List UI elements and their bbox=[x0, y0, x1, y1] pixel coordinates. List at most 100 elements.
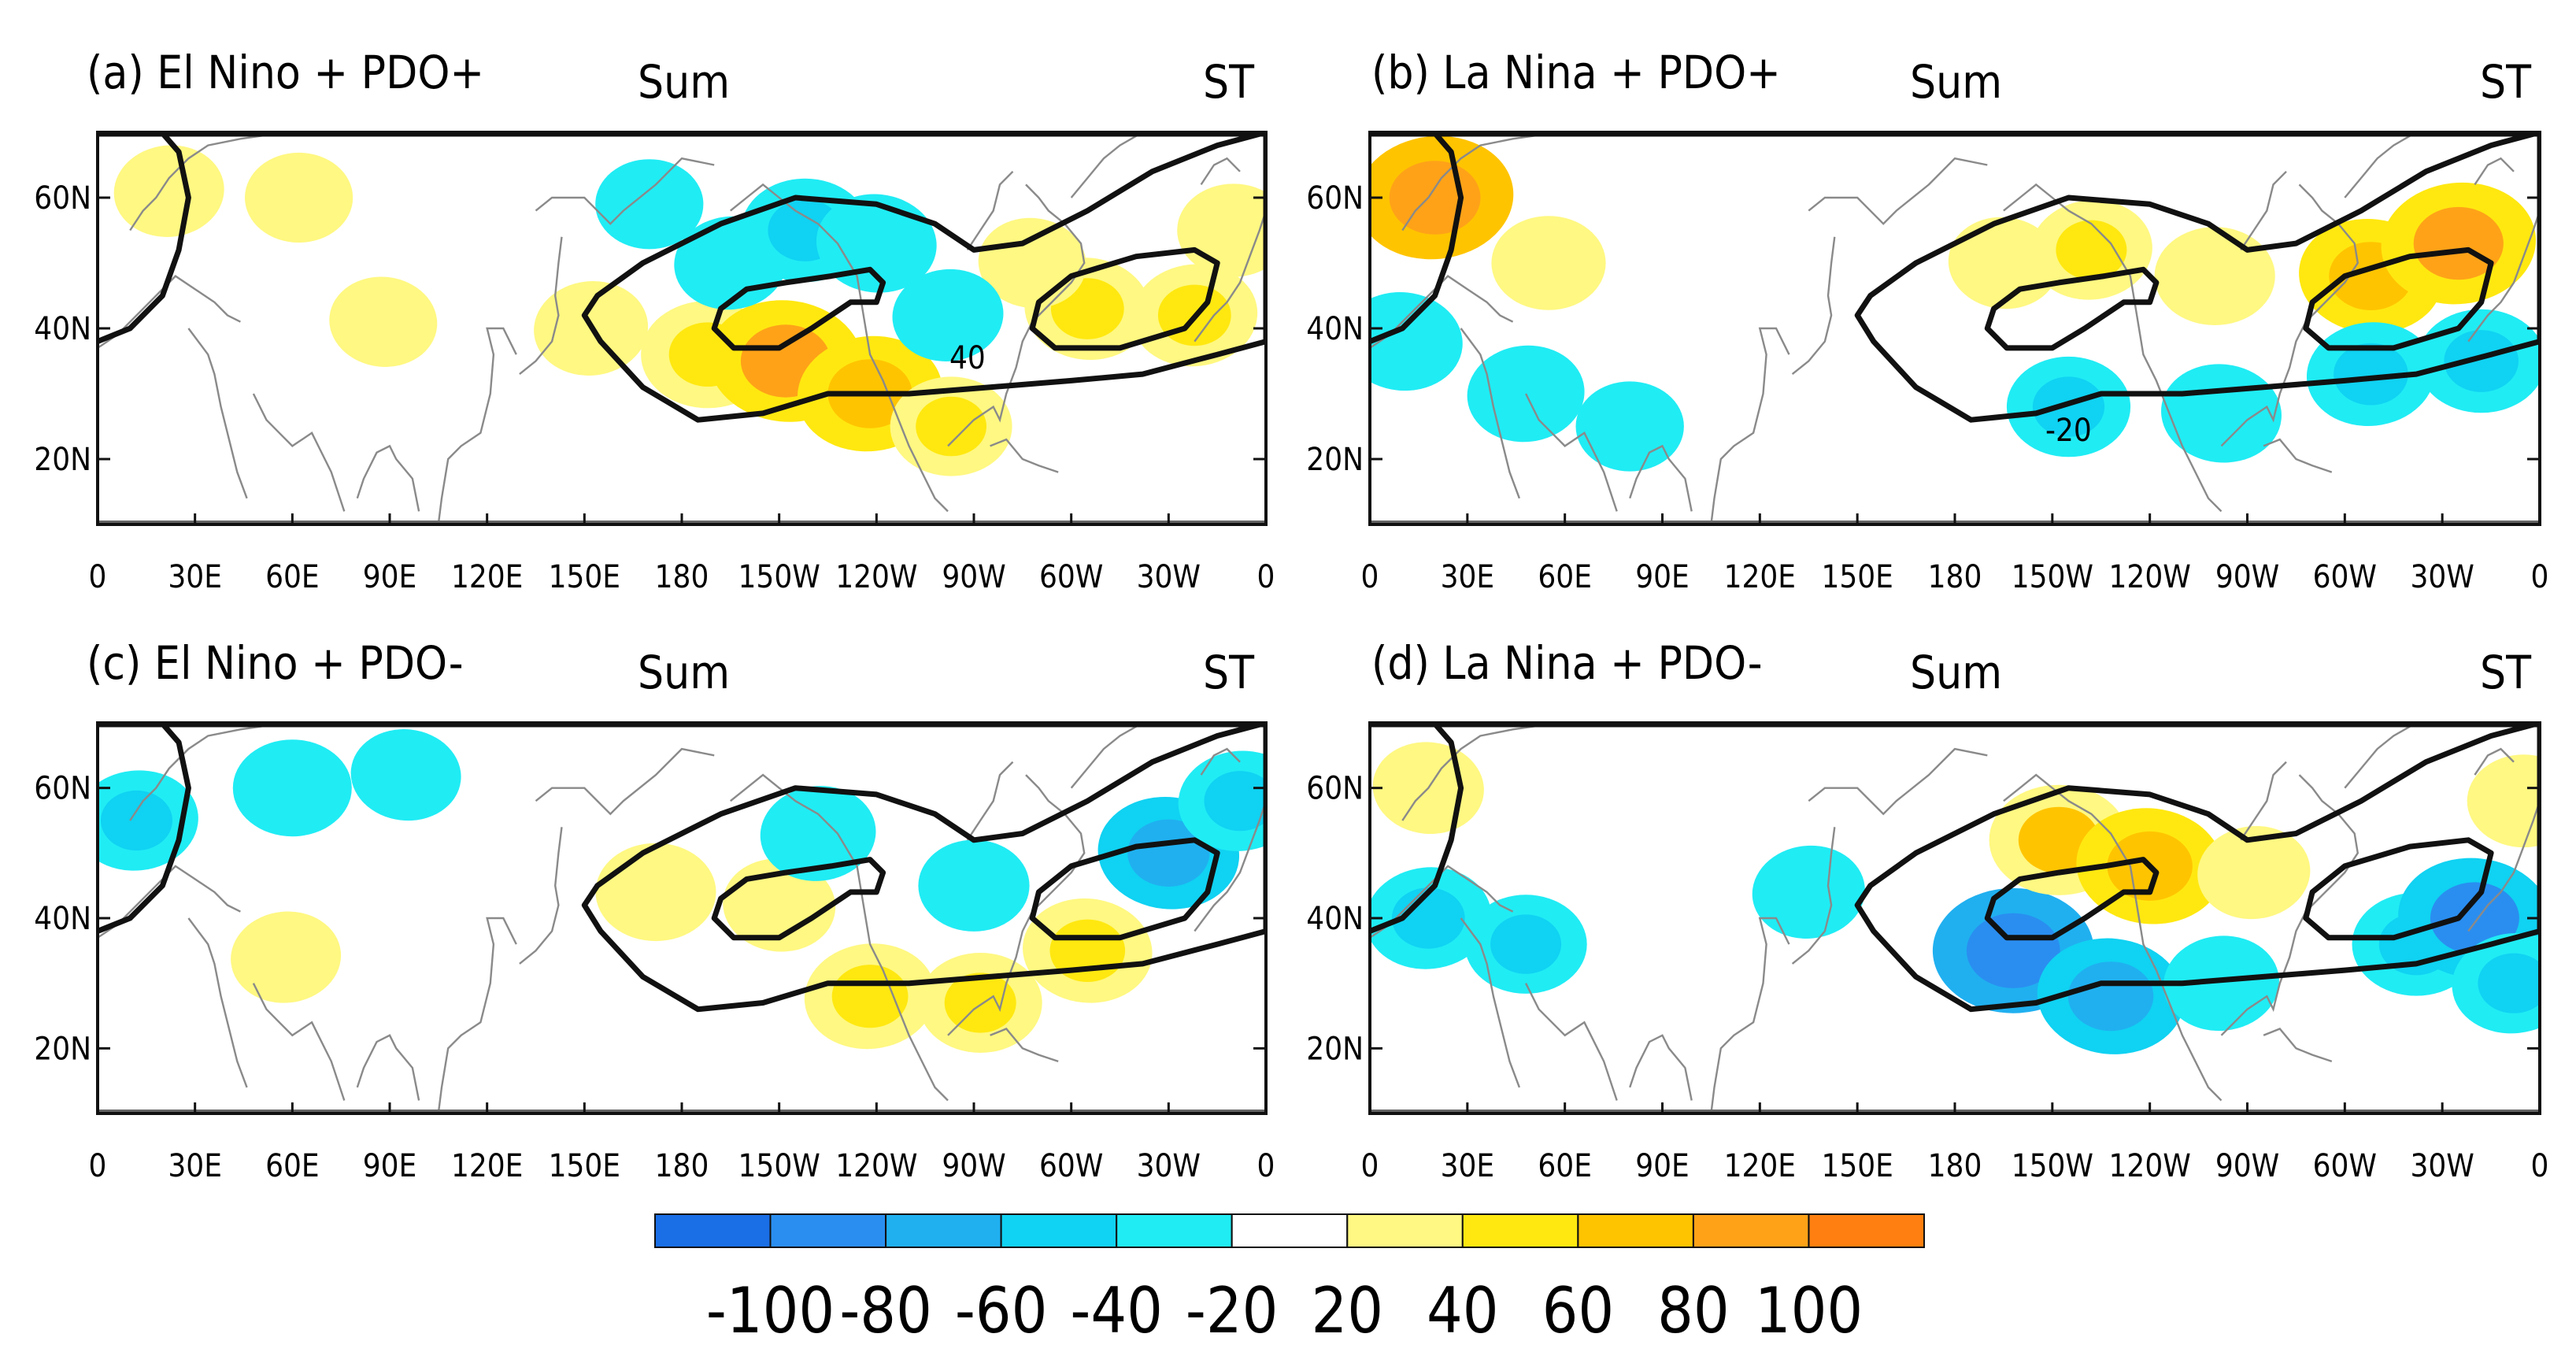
x-tick-label: 0 bbox=[89, 1148, 107, 1184]
coastline bbox=[1791, 827, 1836, 965]
colorbar-label: -40 bbox=[1070, 1274, 1163, 1347]
region-label: ST bbox=[1203, 55, 1255, 109]
x-tick-label: 150E bbox=[1821, 559, 1893, 595]
map-area bbox=[98, 132, 1266, 524]
y-tick-label: 20N bbox=[1306, 442, 1364, 478]
coastlines bbox=[98, 132, 1266, 524]
x-tick-label: 180 bbox=[655, 1148, 709, 1184]
colorbar-swatch bbox=[654, 1213, 772, 1248]
anomaly-blob-outer bbox=[231, 911, 342, 1003]
anomaly-blob-core bbox=[831, 965, 909, 1028]
x-tick-label: 30W bbox=[1137, 559, 1201, 595]
coastline bbox=[966, 761, 1014, 841]
coastline bbox=[1200, 747, 1241, 776]
x-tick-label: 120E bbox=[1724, 559, 1796, 595]
jet-contour bbox=[1370, 723, 1464, 934]
anomaly-blob-outer bbox=[760, 786, 876, 881]
colorbar-swatch bbox=[1000, 1213, 1118, 1248]
coastline bbox=[1200, 157, 1241, 186]
y-tick-label: 40N bbox=[1306, 901, 1364, 937]
x-tick-label: 90W bbox=[2215, 559, 2279, 595]
coastline bbox=[730, 183, 949, 513]
coastline bbox=[187, 917, 248, 1088]
x-tick-label: 90E bbox=[1635, 559, 1690, 595]
x-tick-label: 90W bbox=[942, 559, 1005, 595]
coastline bbox=[2003, 183, 2223, 513]
anomaly-blob-core bbox=[1389, 161, 1481, 235]
jet-contour bbox=[1854, 723, 2540, 1013]
coastline bbox=[1629, 1034, 1693, 1101]
x-tick-label: 180 bbox=[1928, 1148, 1982, 1184]
coastline bbox=[1710, 327, 1790, 524]
coastline bbox=[990, 1028, 1059, 1063]
colorbar-swatch bbox=[885, 1213, 1002, 1248]
season-label: Sum bbox=[638, 55, 730, 109]
panel-title: (c) El Nino + PDO- bbox=[87, 636, 464, 690]
colorbar-label: 100 bbox=[1755, 1274, 1863, 1347]
anomaly-blob-core bbox=[2056, 220, 2127, 280]
x-tick-label: 30E bbox=[1441, 559, 1495, 595]
x-tick-label: 120E bbox=[451, 559, 523, 595]
coastline bbox=[129, 723, 287, 821]
season-label: Sum bbox=[1910, 646, 2002, 699]
coastline bbox=[1401, 132, 1559, 232]
anomaly-field bbox=[113, 145, 1266, 476]
panel-title: (a) El Nino + PDO+ bbox=[87, 46, 484, 99]
contour-label: 40 bbox=[949, 340, 986, 376]
coastline bbox=[1791, 236, 1836, 376]
y-tick-label: 60N bbox=[34, 771, 91, 807]
colorbar-swatch bbox=[1346, 1213, 1464, 1248]
panel-title: (d) La Nina + PDO- bbox=[1371, 636, 1763, 690]
colorbar-label: -80 bbox=[839, 1274, 932, 1347]
x-tick-label: 150W bbox=[2012, 559, 2093, 595]
x-tick-label: 60W bbox=[2313, 559, 2377, 595]
anomaly-blob-core bbox=[1966, 913, 2060, 988]
jet-contour bbox=[1029, 837, 1220, 941]
anomaly-blob-outer bbox=[723, 858, 836, 952]
x-tick-label: 90W bbox=[2215, 1148, 2279, 1184]
x-tick-label: 30E bbox=[168, 1148, 222, 1184]
coastline bbox=[1460, 917, 1521, 1088]
x-tick-label: 90W bbox=[942, 1148, 1005, 1184]
anomaly-blob-outer bbox=[816, 194, 937, 293]
map-area bbox=[98, 723, 1266, 1113]
x-tick-label: 60E bbox=[1538, 1148, 1592, 1184]
coastline bbox=[252, 393, 346, 512]
colorbar-swatch bbox=[1577, 1213, 1694, 1248]
x-tick-label: 90E bbox=[363, 559, 417, 595]
x-tick-label: 0 bbox=[2531, 1148, 2549, 1184]
coastline bbox=[356, 444, 420, 512]
x-tick-label: 120E bbox=[1724, 1148, 1796, 1184]
axis-ticks: 60N 40N 20N 0 30E 60E 90E 120E 150E 180 150W 120W 90… bbox=[34, 771, 1275, 1184]
x-tick-label: 90E bbox=[1635, 1148, 1690, 1184]
x-tick-label: 150E bbox=[549, 559, 620, 595]
map-area bbox=[1370, 723, 2540, 1113]
axis-ticks: 60N 40N 20N 0 30E 60E 90E 120E 150E 180 150W 120W 90… bbox=[34, 180, 1275, 595]
anomaly-blob-outer bbox=[1752, 845, 1865, 939]
coastline bbox=[1194, 210, 1266, 343]
coastline bbox=[1808, 157, 1988, 225]
coastline bbox=[1629, 444, 1693, 512]
colorbar-swatch bbox=[1231, 1213, 1349, 1248]
region-label: ST bbox=[1203, 646, 1255, 699]
coastline bbox=[1460, 328, 1521, 499]
x-tick-label: 180 bbox=[1928, 559, 1982, 595]
coastline bbox=[356, 1034, 420, 1101]
x-tick-label: 30E bbox=[168, 559, 222, 595]
region-label: ST bbox=[2480, 646, 2532, 699]
anomaly-blob-core bbox=[2478, 953, 2540, 1013]
season-label: Sum bbox=[1910, 55, 2002, 109]
x-tick-label: 30W bbox=[1137, 1148, 1201, 1184]
coastline bbox=[1070, 132, 1143, 198]
region-label: ST bbox=[2480, 55, 2532, 109]
colorbar-label: 20 bbox=[1312, 1274, 1384, 1347]
x-tick-label: 150W bbox=[738, 559, 820, 595]
colorbar-label: 40 bbox=[1427, 1274, 1499, 1347]
coastline bbox=[437, 917, 517, 1113]
jet-contour bbox=[98, 723, 191, 934]
x-tick-label: 0 bbox=[1361, 1148, 1379, 1184]
x-tick-label: 120E bbox=[451, 1148, 523, 1184]
anomaly-blob-outer bbox=[329, 276, 438, 367]
